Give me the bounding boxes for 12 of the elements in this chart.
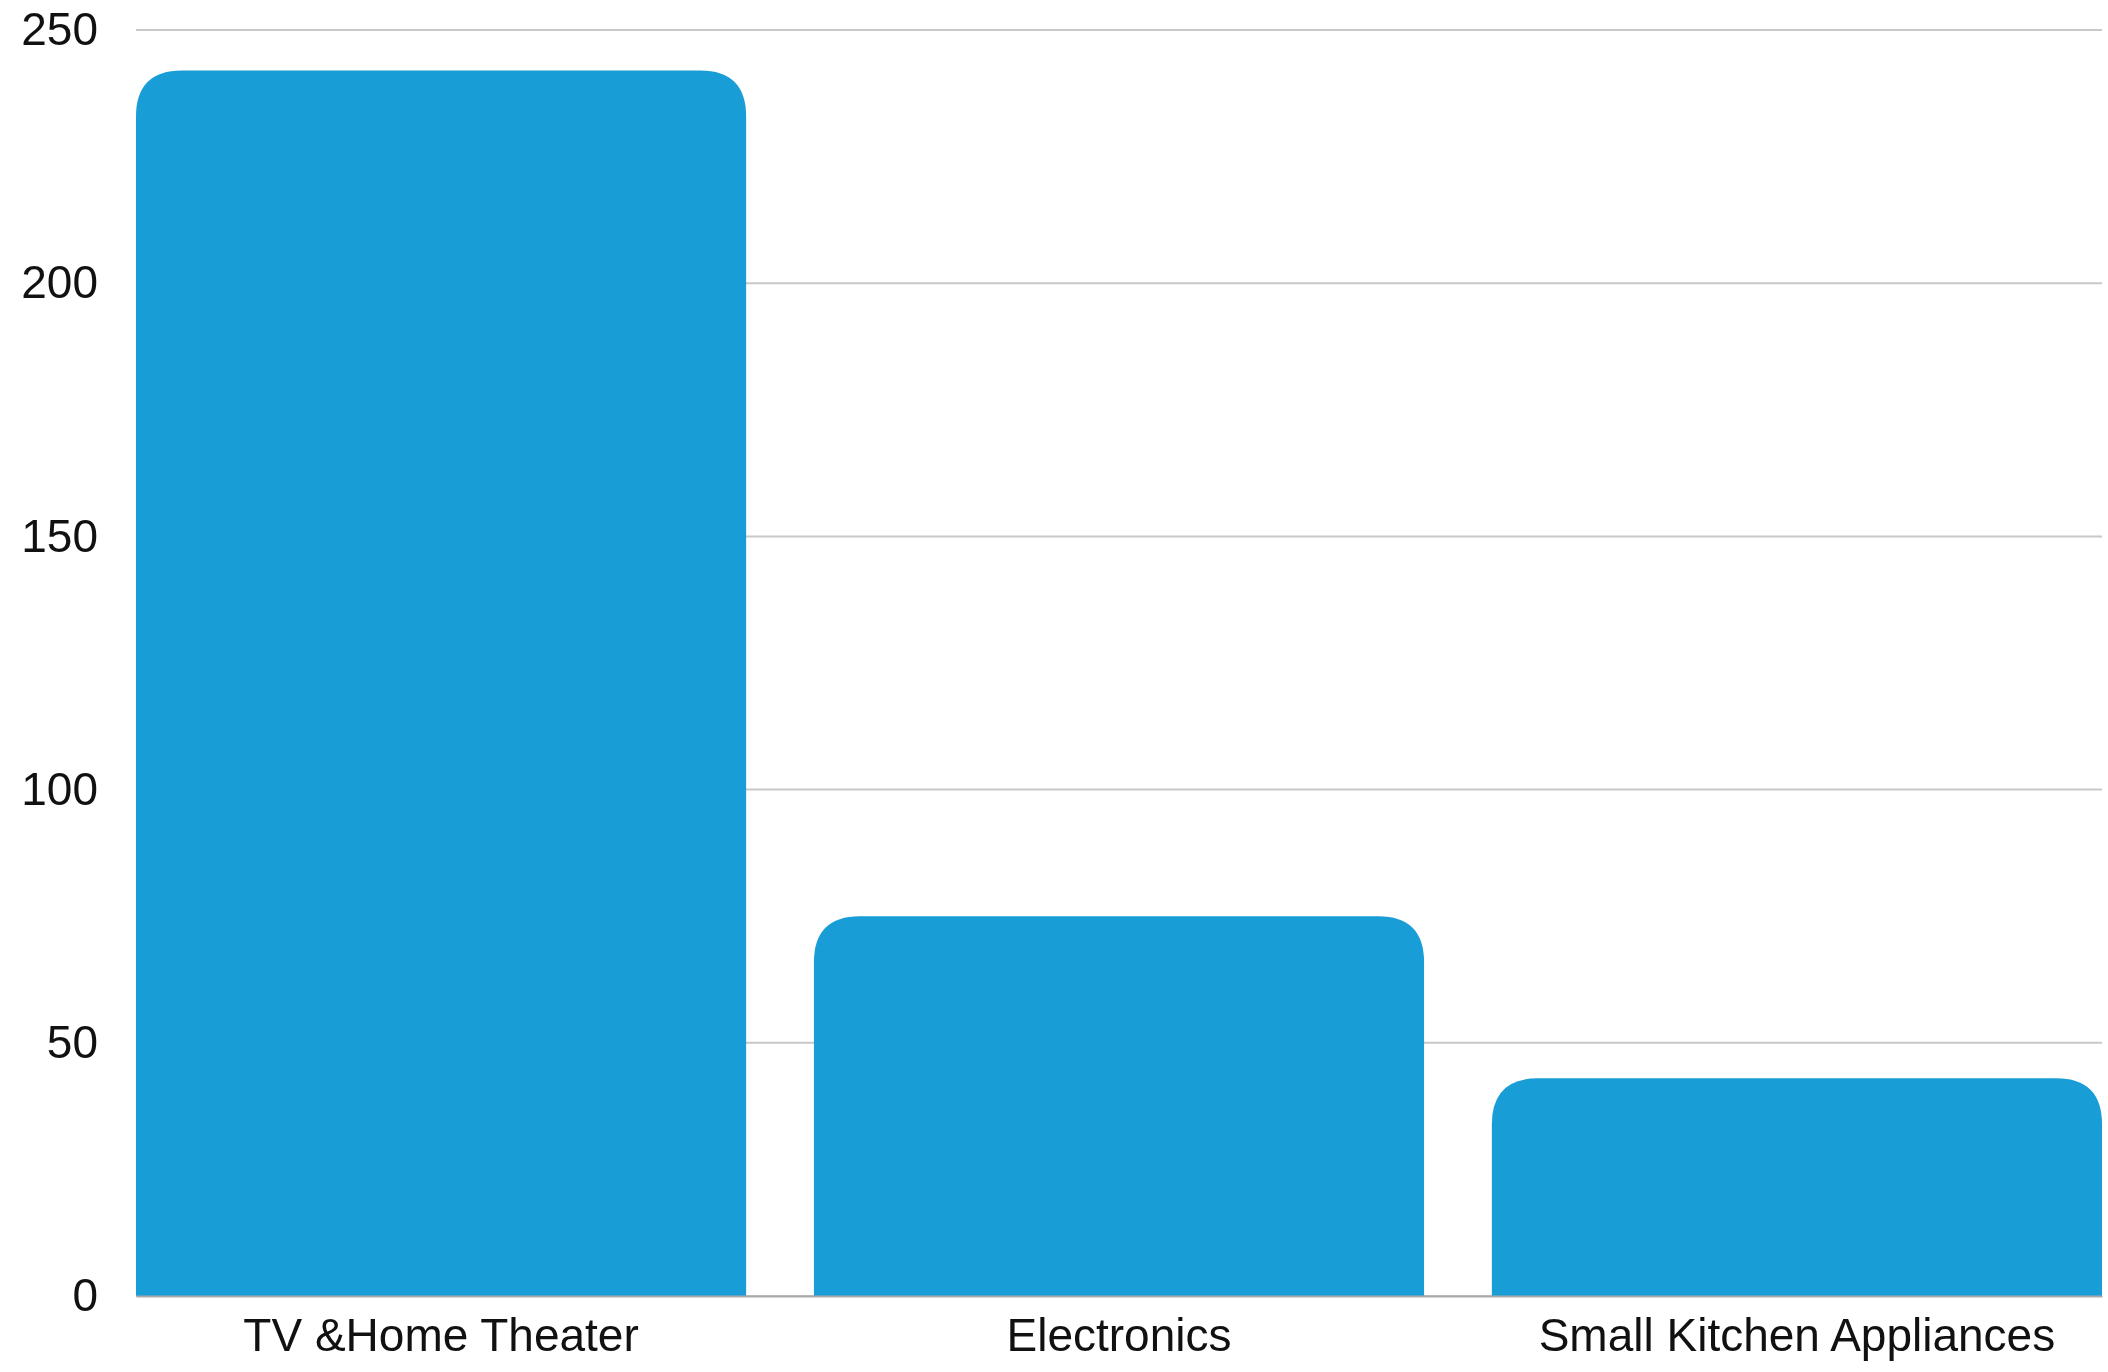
y-tick-label: 200	[21, 256, 98, 309]
bar	[136, 70, 747, 1296]
x-tick-label: Electronics	[1006, 1308, 1232, 1361]
y-tick-label: 50	[46, 1016, 98, 1069]
bar	[813, 916, 1425, 1296]
x-tick-label: Small Kitchen Appliances	[1538, 1308, 2056, 1361]
y-tick-label: 150	[21, 509, 98, 562]
y-tick-label: 250	[21, 3, 98, 56]
y-tick-label: 100	[21, 762, 98, 815]
bar	[1491, 1078, 2102, 1296]
y-tick-label: 0	[72, 1269, 98, 1322]
x-tick-label: TV &Home Theater	[243, 1308, 639, 1361]
